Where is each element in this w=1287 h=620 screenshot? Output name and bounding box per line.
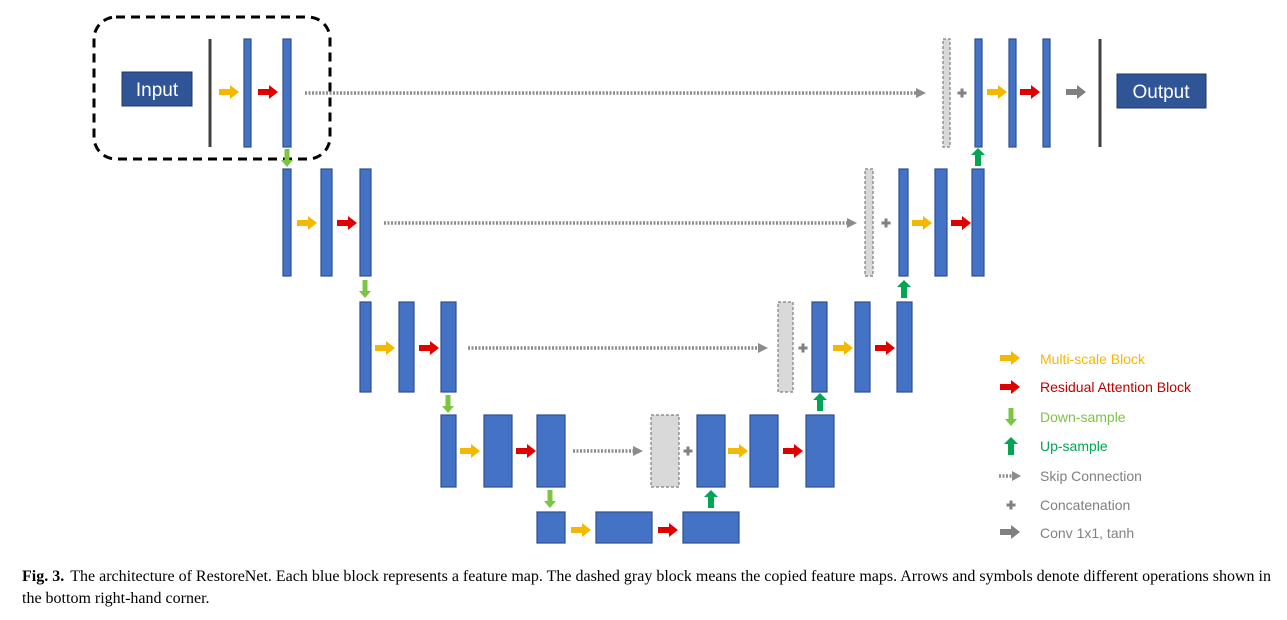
figure-caption: Fig. 3. The architecture of RestoreNet. E… [22,566,1284,610]
feature-map-block [971,168,985,277]
concatenation-symbol [957,88,967,98]
up-sample-arrow [971,148,985,166]
plus-icon [1006,500,1016,510]
legend-item-concatenation: Concatenation [1006,497,1130,513]
residual-attention-arrow [951,216,971,230]
residual-attention-arrow [258,85,278,99]
down-sample-arrow [359,280,371,298]
svg-text:Down-sample: Down-sample [1040,409,1126,425]
copied-feature-map-block [650,414,680,488]
concatenation-symbol [683,446,693,456]
skip-connection-arrow [305,88,926,98]
feature-map-block [934,168,948,277]
down-sample-arrow [442,395,454,413]
up-sample-arrow [897,280,911,298]
multi-scale-arrow [912,216,932,230]
feature-map-block [243,38,252,148]
output-box: Output [1116,73,1207,109]
skip-connection-arrow [468,343,768,353]
legend-item-multi-scale: Multi-scale Block [1000,351,1146,367]
svg-text:Residual Attention Block: Residual Attention Block [1040,379,1192,395]
feature-map-block [320,168,333,277]
residual-attention-arrow [783,444,803,458]
legend-item-up-sample: Up-sample [1004,437,1108,455]
feature-map-block [854,301,871,393]
feature-map-block [359,168,372,277]
residual-attention-arrow [337,216,357,230]
svg-text:Output: Output [1132,82,1190,103]
feature-map-block [898,168,909,277]
svg-text:Skip Connection: Skip Connection [1040,468,1142,484]
feature-map-block [440,301,457,393]
multi-scale-arrow [571,523,591,537]
yellow-right-arrow-icon [1000,351,1020,365]
gray-right-arrow-icon [1000,525,1020,539]
multi-scale-arrow [375,341,395,355]
input-box: Input [121,71,193,107]
multi-scale-arrow [987,85,1007,99]
multi-scale-arrow [460,444,480,458]
feature-map-block [536,511,566,544]
concatenation-symbol [798,343,808,353]
multi-scale-arrow [219,85,239,99]
concatenation-symbol [881,218,891,228]
residual-attention-arrow [658,523,678,537]
green-down-arrow-icon [1005,408,1017,426]
residual-attention-arrow [875,341,895,355]
feature-map-block [398,301,415,393]
feature-map-block [536,414,566,488]
svg-text:Input: Input [136,80,179,101]
restorenet-architecture-diagram: Input Output [92,15,1207,544]
dark-green-up-arrow-icon [1004,437,1018,455]
up-sample-arrow [704,490,718,508]
feature-map-block [896,301,913,393]
residual-attention-arrow [516,444,536,458]
feature-map-block [359,301,372,393]
down-sample-arrow [544,490,556,508]
svg-text:Up-sample: Up-sample [1040,438,1108,454]
residual-attention-arrow [1020,85,1040,99]
multi-scale-arrow [833,341,853,355]
svg-text:Concatenation: Concatenation [1040,497,1130,513]
up-sample-arrow [813,393,827,411]
residual-attention-arrow [419,341,439,355]
feature-map-block [749,414,779,488]
figure-caption-text: The architecture of RestoreNet. Each blu… [22,568,1271,607]
first-stage-highlight-frame [92,15,332,161]
conv-tanh-arrow [1066,85,1086,99]
copied-feature-map-block [942,38,951,148]
feature-map-block [696,414,726,488]
legend-item-down-sample: Down-sample [1005,408,1126,426]
feature-map-block [1008,38,1017,148]
feature-map-block [811,301,828,393]
copied-feature-map-block [777,301,794,393]
skip-connection-arrow [384,218,857,228]
figure-label: Fig. 3. [22,568,65,585]
svg-text:Conv 1x1, tanh: Conv 1x1, tanh [1040,525,1134,541]
skip-connection-arrow [573,446,643,456]
feature-map-block [483,414,513,488]
multi-scale-arrow [728,444,748,458]
feature-map-block [682,511,740,544]
legend: Multi-scale Block Residual Attention Blo… [999,351,1192,541]
legend-item-conv-tanh: Conv 1x1, tanh [1000,525,1134,541]
legend-item-residual-attention: Residual Attention Block [1000,379,1192,395]
feature-map-block [282,168,292,277]
multi-scale-arrow [297,216,317,230]
red-right-arrow-icon [1000,380,1020,394]
feature-map-block [440,414,457,488]
feature-map-block [805,414,835,488]
feature-map-block [1042,38,1051,148]
feature-map-block [282,38,292,148]
copied-feature-map-block [864,168,874,277]
svg-text:Multi-scale Block: Multi-scale Block [1040,351,1146,367]
feature-map-block [974,38,983,148]
feature-map-block [595,511,653,544]
legend-item-skip-connection: Skip Connection [999,468,1142,484]
